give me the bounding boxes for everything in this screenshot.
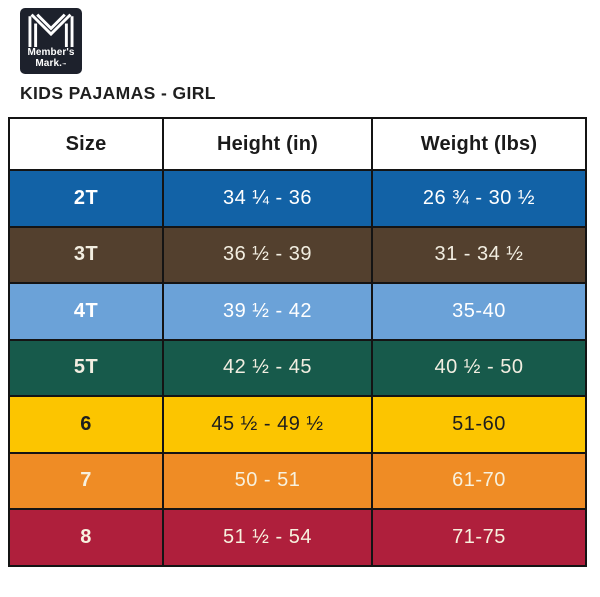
table-row-2t: 2T 34 ¼ - 36 26 ¾ - 30 ½ — [8, 169, 587, 228]
header-row: Size Height (in) Weight (lbs) — [8, 117, 587, 171]
height-cell: 50 - 51 — [162, 451, 373, 510]
size-cell: 6 — [8, 395, 164, 454]
size-cell: 8 — [8, 508, 164, 567]
height-cell: 51 ½ - 54 — [162, 508, 373, 567]
height-cell: 39 ½ - 42 — [162, 282, 373, 341]
brand-wordmark: Member's Mark.™ — [27, 47, 75, 70]
size-cell: 3T — [8, 225, 164, 284]
height-cell: 45 ½ - 49 ½ — [162, 395, 373, 454]
members-mark-m-icon — [28, 13, 74, 47]
col-header-height: Height (in) — [162, 117, 373, 171]
brand-line-1: Member's — [27, 47, 75, 58]
height-cell: 34 ¼ - 36 — [162, 169, 373, 228]
table-row-5t: 5T 42 ½ - 45 40 ½ - 50 — [8, 338, 587, 397]
weight-cell: 26 ¾ - 30 ½ — [371, 169, 587, 228]
weight-cell: 31 - 34 ½ — [371, 225, 587, 284]
weight-cell: 61-70 — [371, 451, 587, 510]
members-mark-logo: Member's Mark.™ — [20, 8, 82, 74]
weight-cell: 71-75 — [371, 508, 587, 567]
table-row-8: 8 51 ½ - 54 71-75 — [8, 508, 587, 567]
col-header-size: Size — [8, 117, 164, 171]
col-header-weight: Weight (lbs) — [371, 117, 587, 171]
weight-cell: 40 ½ - 50 — [371, 338, 587, 397]
size-chart-table: Size Height (in) Weight (lbs) 2T 34 ¼ - … — [8, 117, 587, 567]
height-cell: 36 ½ - 39 — [162, 225, 373, 284]
table-row-6: 6 45 ½ - 49 ½ 51-60 — [8, 395, 587, 454]
table-row-3t: 3T 36 ½ - 39 31 - 34 ½ — [8, 225, 587, 284]
weight-cell: 51-60 — [371, 395, 587, 454]
table-row-7: 7 50 - 51 61-70 — [8, 451, 587, 510]
size-cell: 5T — [8, 338, 164, 397]
trademark-symbol: ™ — [62, 61, 67, 67]
brand-line-2: Mark.™ — [35, 57, 67, 69]
table-row-4t: 4T 39 ½ - 42 35-40 — [8, 282, 587, 341]
height-cell: 42 ½ - 45 — [162, 338, 373, 397]
size-cell: 7 — [8, 451, 164, 510]
page-title: KIDS PAJAMAS - GIRL — [20, 83, 216, 103]
size-cell: 2T — [8, 169, 164, 228]
size-cell: 4T — [8, 282, 164, 341]
weight-cell: 35-40 — [371, 282, 587, 341]
